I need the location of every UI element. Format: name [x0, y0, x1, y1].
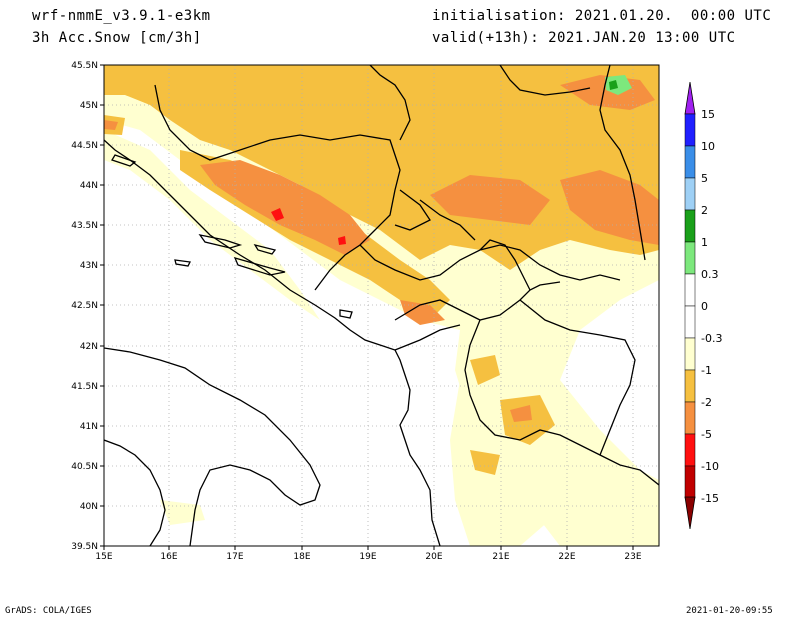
croatian-islands	[198, 234, 243, 249]
initialisation-time: initialisation: 2021.01.20. 00:00 UTC	[432, 8, 772, 24]
lon-label: 22E	[558, 552, 575, 562]
colorbar-label: 0	[701, 300, 708, 313]
lat-label: 44N	[80, 181, 98, 191]
lat-label: 41N	[80, 422, 98, 432]
colorbar-cell	[684, 177, 696, 211]
lat-label: 40N	[80, 502, 98, 512]
snow-positive-area	[605, 75, 632, 95]
colorbar-label: 1	[701, 236, 708, 249]
adriatic-coastline	[104, 139, 441, 546]
colorbar: 15 10 5 2 1 0.3 0 -0.3 -1 -2 -5 -10 -15	[684, 81, 722, 530]
colorbar-cell	[684, 273, 696, 307]
snow-field	[104, 65, 659, 546]
colorbar-cell	[684, 241, 696, 275]
colorbar-label: 0.3	[701, 268, 719, 281]
colorbar-label: 10	[701, 140, 715, 153]
colorbar-label: 2	[701, 204, 708, 217]
colorbar-top-arrow	[684, 81, 696, 115]
lon-label: 21E	[492, 552, 509, 562]
lat-label: 40.5N	[71, 462, 98, 472]
lat-labels: 39.5N 40N 40.5N 41N 41.5N 42N 42.5N 43N …	[71, 61, 98, 552]
colorbar-label: 5	[701, 172, 708, 185]
colorbar-cell	[684, 145, 696, 179]
snow-heavy-area	[104, 75, 659, 422]
colorbar-label: -1	[701, 364, 712, 377]
variable-title: 3h Acc.Snow [cm/3h]	[32, 30, 202, 46]
colorbar-cell	[684, 113, 696, 147]
graticule	[104, 65, 659, 546]
grads-credit: GrADS: COLA/IGES	[5, 606, 92, 616]
lon-label: 23E	[624, 552, 641, 562]
valid-time: valid(+13h): 2021.JAN.20 13:00 UTC	[432, 30, 736, 46]
lon-label: 20E	[425, 552, 442, 562]
lon-labels: 15E 16E 17E 18E 19E 20E 21E 22E 23E	[95, 552, 641, 562]
colorbar-label: -5	[701, 428, 712, 441]
lat-label: 43.5N	[71, 221, 98, 231]
snow-very-heavy-area	[271, 208, 346, 245]
colorbar-label: -2	[701, 396, 712, 409]
coastlines-borders	[104, 65, 659, 546]
colorbar-cell	[684, 369, 696, 403]
lat-label: 41.5N	[71, 382, 98, 392]
colorbar-label: -15	[701, 492, 719, 505]
italy-coastline	[104, 347, 321, 546]
lon-label: 18E	[293, 552, 310, 562]
colorbar-cell	[684, 465, 696, 499]
timestamp: 2021-01-20-09:55	[686, 606, 773, 616]
lon-label: 17E	[226, 552, 243, 562]
lat-label: 42.5N	[71, 301, 98, 311]
lat-label: 45.5N	[71, 61, 98, 71]
axis-ticks	[100, 64, 634, 550]
lon-label: 16E	[160, 552, 177, 562]
lat-label: 43N	[80, 261, 98, 271]
lat-label: 42N	[80, 342, 98, 352]
colorbar-cell	[684, 209, 696, 243]
lat-label: 44.5N	[71, 141, 98, 151]
colorbar-cell	[684, 305, 696, 339]
colorbar-cell	[684, 433, 696, 467]
lon-label: 15E	[95, 552, 112, 562]
lon-label: 19E	[359, 552, 376, 562]
lat-label: 45N	[80, 101, 98, 111]
colorbar-cell	[684, 401, 696, 435]
colorbar-cell	[684, 337, 696, 371]
model-title: wrf-nmmE_v3.9.1-e3km	[32, 8, 211, 24]
colorbar-label: -0.3	[701, 332, 722, 345]
colorbar-bottom-arrow	[684, 496, 696, 530]
colorbar-label: -10	[701, 460, 719, 473]
lat-label: 39.5N	[71, 542, 98, 552]
colorbar-label: 15	[701, 108, 715, 121]
